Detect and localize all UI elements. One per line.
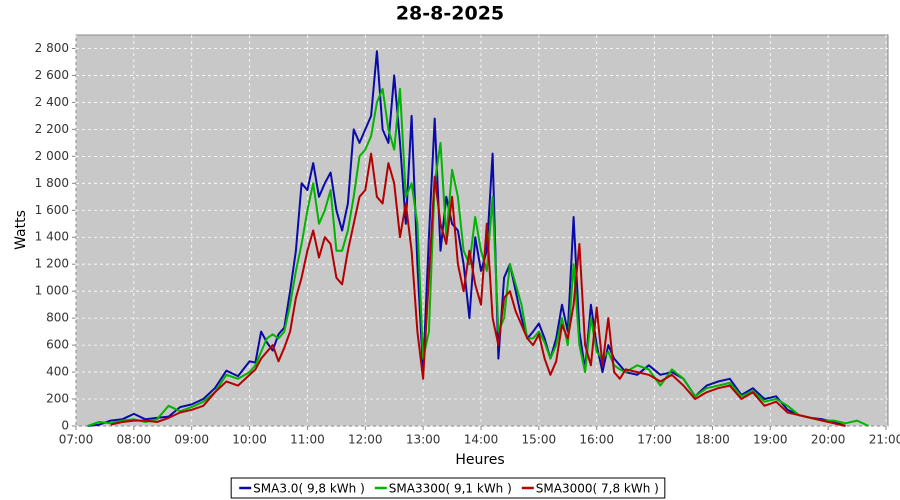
x-tick-label: 08:00 bbox=[117, 433, 152, 447]
x-tick-label: 17:00 bbox=[637, 433, 672, 447]
x-tick-label: 12:00 bbox=[348, 433, 383, 447]
series-line bbox=[87, 87, 870, 427]
x-tick-label: 14:00 bbox=[464, 433, 499, 447]
x-tick-label: 21:00 bbox=[869, 433, 900, 447]
legend-label: SMA3300( 9,1 kWh ) bbox=[389, 482, 512, 496]
chart-title: 28-8-2025 bbox=[396, 3, 504, 25]
y-tick-label: 200 bbox=[46, 392, 69, 406]
x-tick-label: 20:00 bbox=[811, 433, 846, 447]
x-tick-label: 10:00 bbox=[232, 433, 267, 447]
legend-label: SMA3.0( 9,8 kWh ) bbox=[253, 482, 365, 496]
x-tick-label: 07:00 bbox=[59, 433, 94, 447]
legend-label: SMA3000( 7,8 kWh ) bbox=[536, 482, 659, 496]
y-tick-label: 2 800 bbox=[35, 41, 69, 55]
y-tick-label: 1 600 bbox=[35, 203, 69, 217]
x-tick-label: 13:00 bbox=[406, 433, 441, 447]
plot-area bbox=[75, 34, 889, 427]
y-tick-label: 2 600 bbox=[35, 68, 69, 82]
y-tick-label: 600 bbox=[46, 338, 69, 352]
x-tick-label: 19:00 bbox=[753, 433, 788, 447]
y-tick-label: 1 800 bbox=[35, 176, 69, 190]
legend-box bbox=[230, 477, 666, 499]
series-line bbox=[110, 152, 846, 427]
series-line bbox=[87, 50, 846, 427]
y-tick-label: 0 bbox=[61, 419, 69, 433]
x-tick-label: 16:00 bbox=[579, 433, 614, 447]
x-axis-title: Heures bbox=[455, 452, 504, 468]
y-tick-label: 2 000 bbox=[35, 149, 69, 163]
y-tick-label: 800 bbox=[46, 311, 69, 325]
y-tick-label: 2 200 bbox=[35, 122, 69, 136]
y-tick-label: 2 400 bbox=[35, 95, 69, 109]
x-tick-label: 15:00 bbox=[522, 433, 557, 447]
legend: SMA3.0( 9,8 kWh ) SMA3300( 9,1 kWh ) SMA30… bbox=[230, 477, 666, 499]
y-tick-label: 1 200 bbox=[35, 257, 69, 271]
x-tick-label: 11:00 bbox=[290, 433, 325, 447]
y-tick-label: 1 400 bbox=[35, 230, 69, 244]
y-axis-title: Watts bbox=[13, 210, 29, 250]
y-tick-label: 1 000 bbox=[35, 284, 69, 298]
y-tick-label: 400 bbox=[46, 365, 69, 379]
x-tick-label: 09:00 bbox=[174, 433, 209, 447]
x-tick-label: 18:00 bbox=[695, 433, 730, 447]
